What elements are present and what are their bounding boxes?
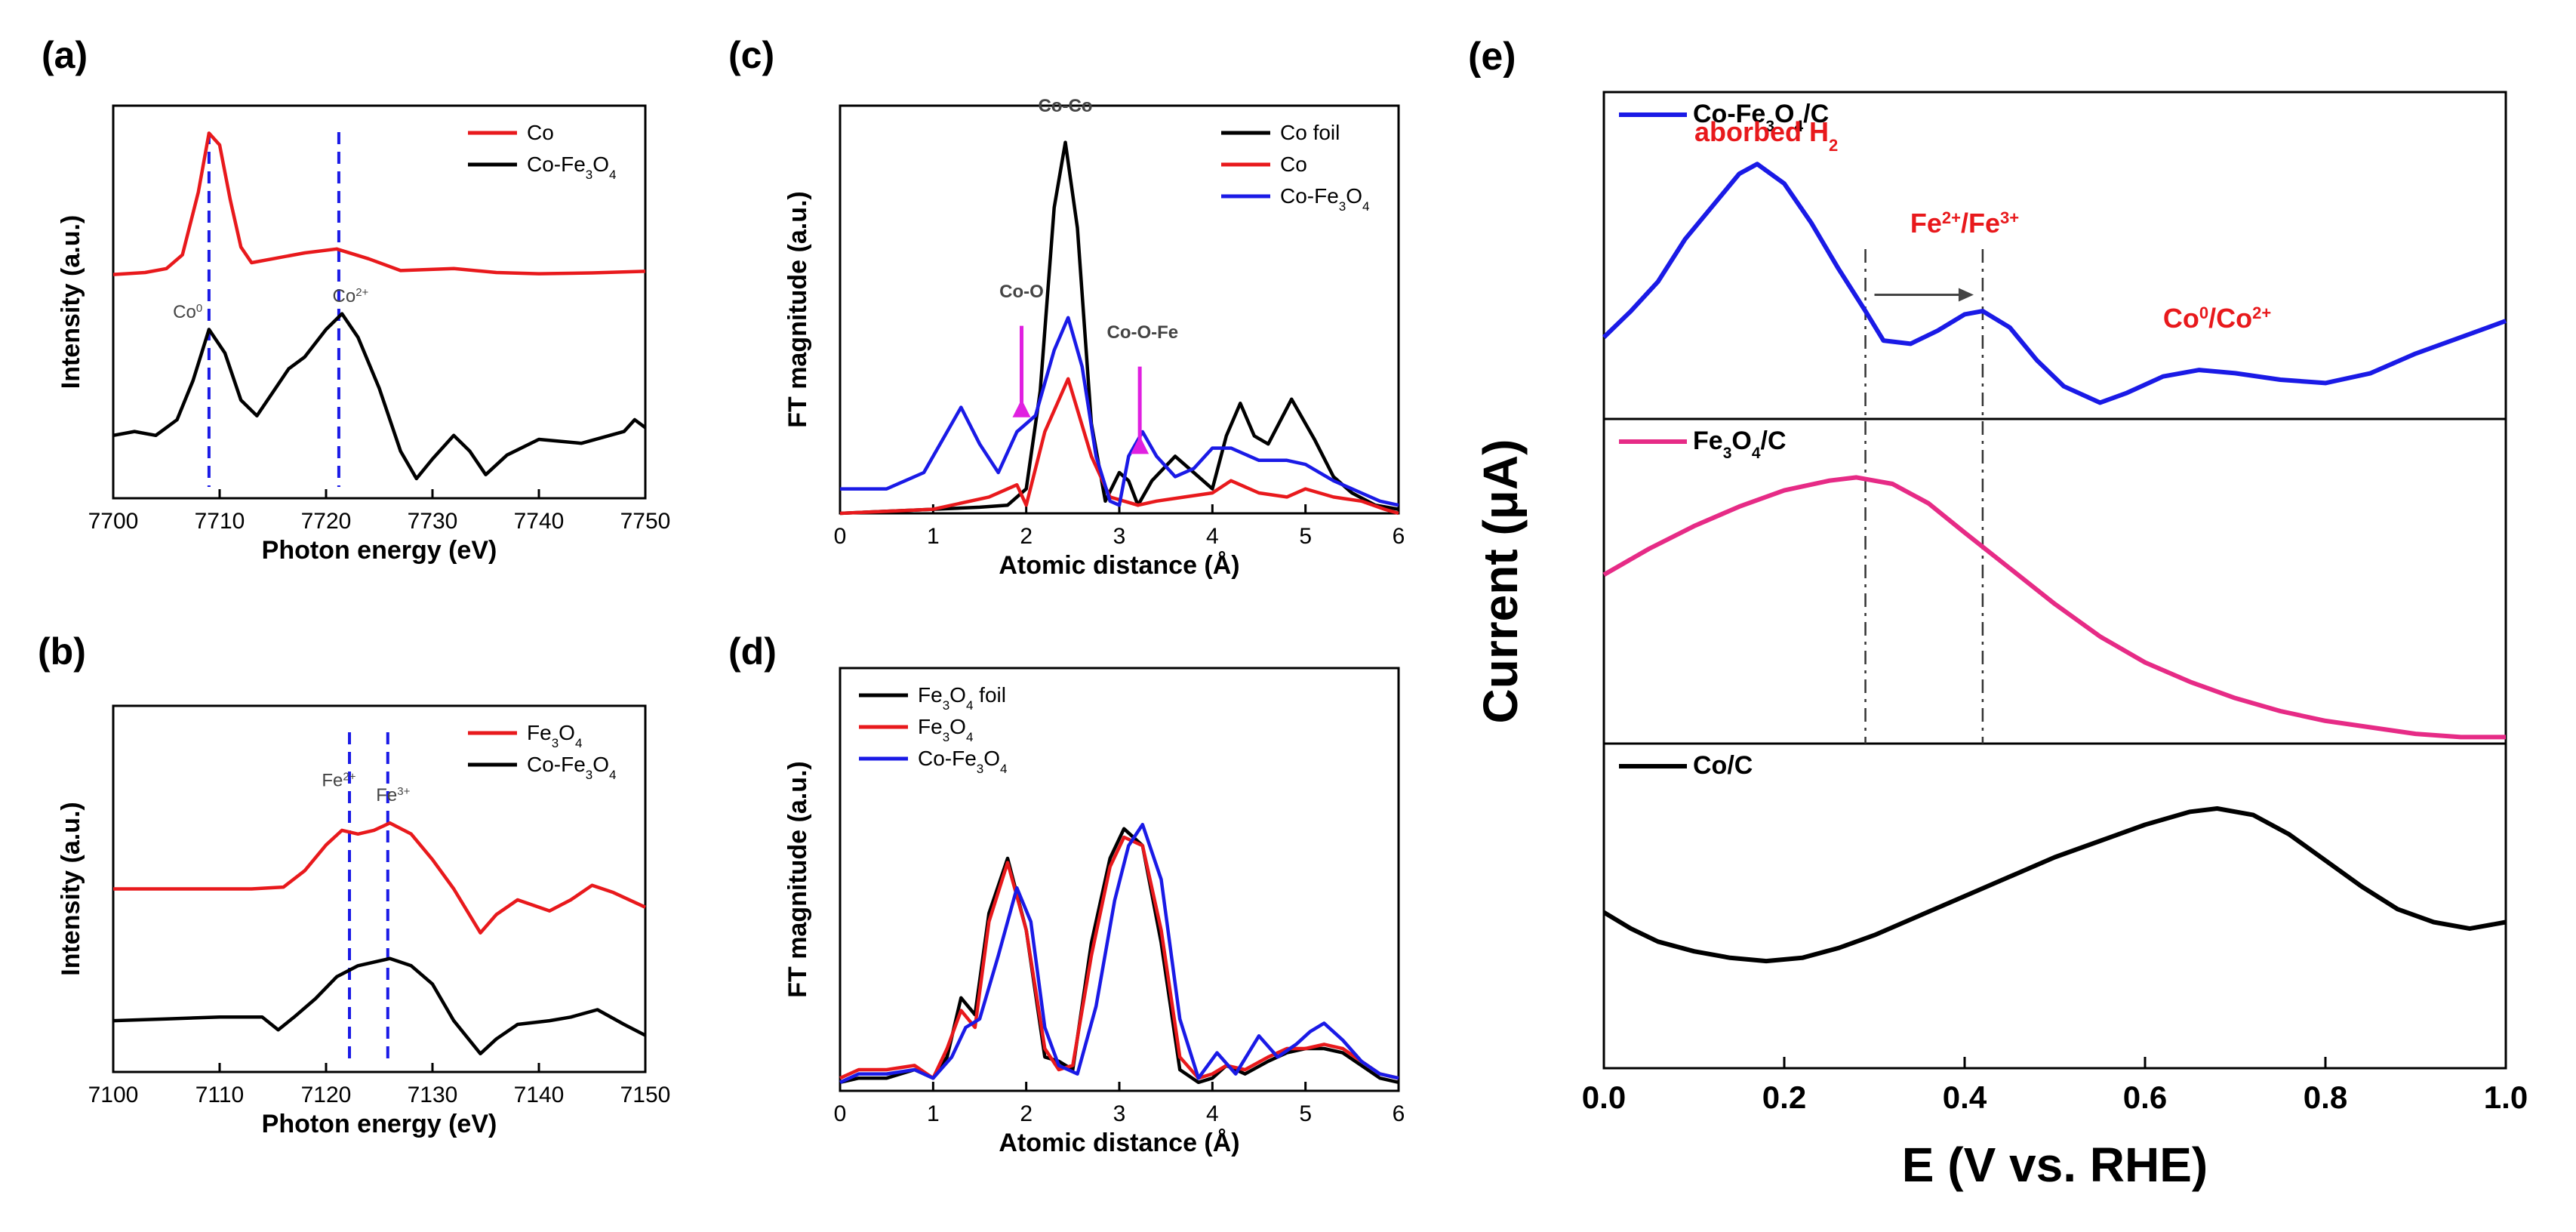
panel-label: (c) (728, 34, 774, 76)
series-line (839, 377, 1399, 516)
series-line (112, 956, 647, 1056)
x-tick-label: 7740 (514, 509, 565, 534)
arrow-head (1131, 436, 1150, 454)
x-tick-label: 7700 (88, 509, 139, 534)
x-tick-label: 7130 (408, 1083, 458, 1107)
plot-frame (839, 104, 1400, 515)
series-line (1602, 806, 2507, 964)
x-axis-label: Photon energy (eV) (262, 536, 497, 565)
x-tick-label: 7120 (301, 1083, 352, 1107)
x-tick-label: 0 (834, 1101, 847, 1126)
series-line (839, 140, 1399, 516)
x-tick-label: 0.6 (2123, 1080, 2167, 1115)
legend-label: Co-Fe3O4 (1280, 184, 1370, 214)
legend-label: Co foil (1280, 121, 1340, 144)
series-line (840, 316, 1399, 507)
x-tick-label: 7110 (195, 1083, 245, 1107)
series-line (839, 822, 1399, 1084)
plot-frame (112, 104, 647, 500)
panel-c: (c) 0 1 2 3 4 5 6 Atomic distance (Å) FT magnitud… (728, 34, 1405, 580)
peak-annotation: Co2+ (333, 286, 369, 307)
x-tick-label: 5 (1299, 1101, 1312, 1126)
legend-label: Fe3O4 (527, 721, 582, 750)
peak-annotation: Co0 (173, 301, 202, 322)
panel-label: (b) (38, 630, 86, 673)
arrow-head (1012, 399, 1031, 417)
legend-label: Co/C (1693, 751, 1753, 780)
legend-label: Fe3O4/C (1693, 427, 1787, 462)
series-line (839, 827, 1399, 1085)
x-tick-label: 2 (1020, 1101, 1033, 1126)
x-tick-label: 7100 (88, 1083, 139, 1107)
legend-label: Fe3O4 (918, 715, 973, 744)
x-tick-label: 2 (1020, 524, 1033, 549)
panel-d: (d) 0 1 2 3 4 5 6 Atomic distance (Å) FT magnitud… (728, 630, 1405, 1157)
x-tick-label: 7730 (408, 509, 458, 534)
peak-annotation: Co-O (999, 282, 1044, 302)
x-tick-label: 7150 (620, 1083, 671, 1107)
x-tick-label: 6 (1393, 524, 1405, 549)
panel-a: (a) 7700 7710 7720 7730 7740 7750 Photon energy… (42, 34, 670, 565)
panel-e: (e) Co-Fe3O4/C Fe3O4/C Co/C aborbed H2 Fe2+/F… (1468, 35, 2528, 1192)
series-line (839, 835, 1399, 1080)
y-axis-label: FT magnitude (a.u.) (783, 761, 812, 998)
peak-annotation: Fe2+ (322, 770, 355, 791)
legend-label: Co (1280, 152, 1307, 176)
y-axis-label: Intensity (a.u.) (57, 215, 85, 389)
x-tick-label: 4 (1206, 1101, 1219, 1126)
y-axis-label: Current (μA) (1473, 439, 1528, 724)
series-line (112, 131, 646, 276)
x-tick-label: 1 (927, 524, 940, 549)
series-line (113, 821, 646, 935)
x-tick-label: 7710 (195, 509, 245, 534)
panel-label: (a) (42, 34, 88, 76)
x-tick-label: 0.0 (1582, 1080, 1626, 1115)
x-tick-label: 3 (1113, 1101, 1126, 1126)
peak-annotation: Fe2+/Fe3+ (1910, 208, 2019, 239)
x-tick-label: 7750 (620, 509, 671, 534)
x-tick-label: 3 (1113, 524, 1126, 549)
x-axis-label: Atomic distance (Å) (999, 1129, 1239, 1157)
arrow-head (1958, 288, 1974, 302)
series-line (112, 312, 647, 481)
peak-annotation: Co0/Co2+ (2163, 303, 2271, 334)
x-tick-label: 5 (1299, 524, 1312, 549)
panel-b: (b) 7100 7110 7120 7130 7140 7150 Photon energy… (38, 630, 670, 1138)
panel-label: (d) (728, 630, 777, 673)
legend-label: Co-Fe3O4/C (1693, 100, 1829, 135)
x-tick-label: 7720 (301, 509, 352, 534)
x-tick-label: 7140 (514, 1083, 565, 1107)
legend-label: Fe3O4 foil (918, 683, 1006, 713)
x-tick-label: 4 (1206, 524, 1219, 549)
x-tick-label: 0.4 (1943, 1080, 1987, 1115)
y-axis-label: FT magnitude (a.u.) (783, 191, 812, 428)
x-tick-label: 0.2 (1762, 1080, 1806, 1115)
legend-label: Co-Fe3O4 (527, 753, 617, 782)
x-tick-label: 1 (927, 1101, 940, 1126)
x-tick-label: 0 (834, 524, 847, 549)
x-axis-label: Atomic distance (Å) (999, 551, 1239, 580)
x-tick-label: 0.8 (2304, 1080, 2347, 1115)
peak-annotation: Fe3+ (376, 785, 410, 806)
y-axis-label: Intensity (a.u.) (57, 802, 85, 975)
legend-label: Co (527, 121, 554, 144)
series-line (1602, 475, 2506, 740)
x-tick-label: 6 (1393, 1101, 1405, 1126)
legend-label: Co-Fe3O4 (527, 152, 617, 182)
plot-frame (1602, 91, 2507, 1070)
peak-annotation: Co-O-Fe (1107, 322, 1179, 343)
x-axis-label: Photon energy (eV) (262, 1110, 497, 1138)
legend-label: Co-Fe3O4 (918, 747, 1008, 776)
x-axis-label: E (V vs. RHE) (1902, 1138, 2208, 1192)
x-tick-label: 1.0 (2484, 1080, 2528, 1115)
peak-annotation: Co-Co (1038, 96, 1092, 116)
series-line (1602, 162, 2507, 405)
peak-annotation: aborbed H2 (1694, 116, 1838, 155)
panel-label: (e) (1468, 35, 1516, 79)
